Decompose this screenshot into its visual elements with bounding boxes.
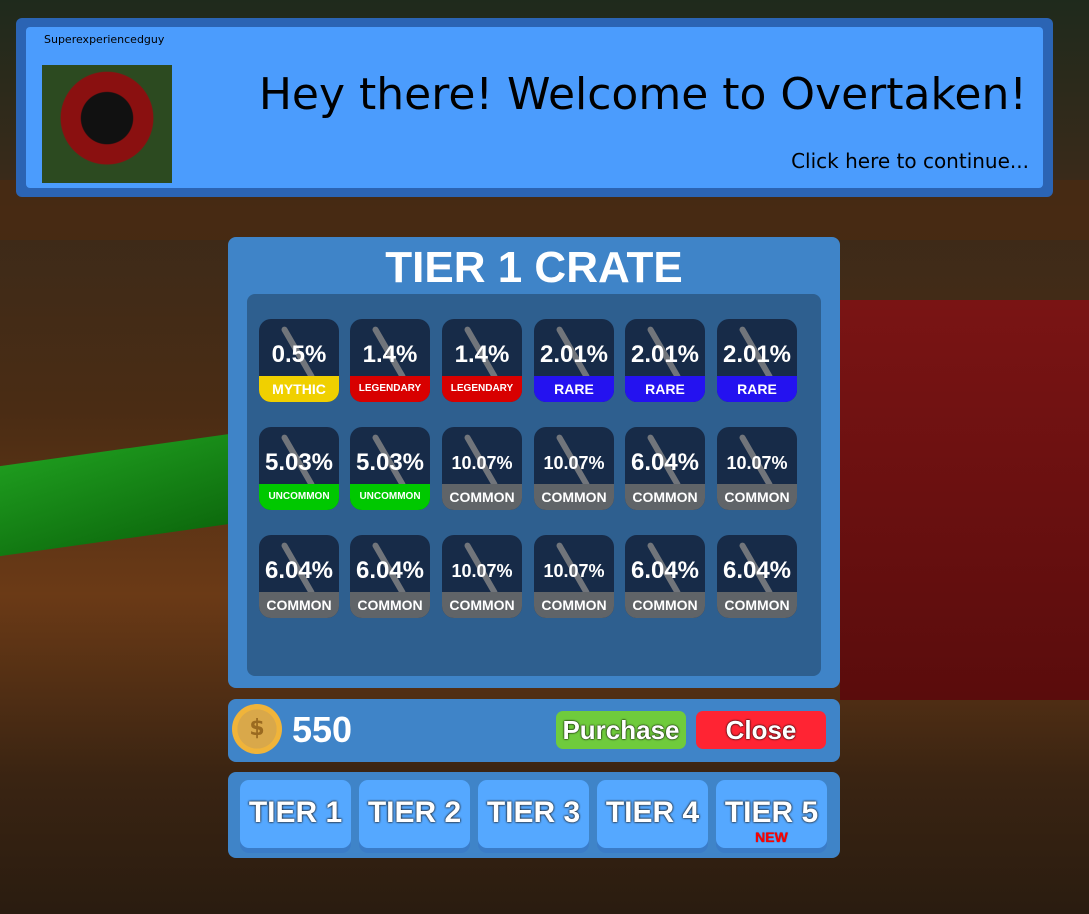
rarity-label: UNCOMMON [350, 484, 430, 510]
tier-tab-1[interactable]: TIER 1 [240, 780, 351, 848]
tier-tabs: TIER 1 TIER 2 TIER 3 TIER 4 TIER 5 NEW [228, 772, 840, 858]
rarity-label: LEGENDARY [350, 376, 430, 402]
crate-item-card: 6.04% COMMON [625, 427, 705, 510]
drop-chance: 1.4% [362, 341, 418, 368]
rarity-label: LEGENDARY [442, 376, 522, 402]
tier-label: TIER 1 [248, 796, 343, 829]
crate-item-card: 5.03% UNCOMMON [350, 427, 430, 510]
drop-chance: 10.07% [543, 561, 605, 581]
avatar [42, 65, 172, 183]
drop-chance: 5.03% [264, 449, 334, 476]
rarity-label: RARE [717, 376, 797, 402]
crate-item-card: 6.04% COMMON [717, 535, 797, 618]
rarity-label: MYTHIC [259, 376, 339, 402]
crate-item-card: 6.04% COMMON [259, 535, 339, 618]
rarity-label: COMMON [717, 484, 797, 510]
new-badge: NEW [755, 829, 788, 845]
drop-chance: 2.01% [630, 341, 700, 368]
crate-item-card: 6.04% COMMON [350, 535, 430, 618]
tier-label: TIER 4 [605, 796, 700, 829]
crate-item-card: 1.4% LEGENDARY [350, 319, 430, 402]
continue-link[interactable]: Click here to continue... [791, 149, 1029, 173]
rarity-label: COMMON [534, 592, 614, 618]
rarity-label: COMMON [625, 592, 705, 618]
crate-items-grid: 0.5% MYTHIC 1.4% LEGENDARY 1.4% LEGENDARY 2.01… [247, 294, 821, 676]
crate-item-card: 6.04% COMMON [625, 535, 705, 618]
drop-chance: 2.01% [539, 341, 609, 368]
coin-icon: $ [232, 704, 282, 754]
rarity-label: COMMON [442, 592, 522, 618]
crate-item-card: 2.01% RARE [534, 319, 614, 402]
drop-chance: 1.4% [454, 341, 510, 368]
crate-item-card: 2.01% RARE [625, 319, 705, 402]
crate-panel: TIER 1 CRATE 0.5% MYTHIC 1.4% LEGENDARY 1.4%… [228, 237, 840, 688]
rarity-label: COMMON [534, 484, 614, 510]
tier-label: TIER 5 [724, 796, 819, 829]
drop-chance: 6.04% [355, 557, 425, 584]
coin-balance: 550 [292, 709, 353, 750]
rarity-label: COMMON [259, 592, 339, 618]
drop-chance: 0.5% [271, 341, 327, 368]
purchase-bar: $ 550 Purchase Close [228, 699, 840, 762]
drop-chance: 6.04% [722, 557, 792, 584]
crate-item-card: 5.03% UNCOMMON [259, 427, 339, 510]
tier-label: TIER 3 [486, 796, 581, 829]
drop-chance: 6.04% [630, 449, 700, 476]
tier-tab-4[interactable]: TIER 4 [597, 780, 708, 848]
rarity-label: COMMON [625, 484, 705, 510]
drop-chance: 6.04% [630, 557, 700, 584]
rarity-label: RARE [625, 376, 705, 402]
drop-chance: 10.07% [451, 561, 513, 581]
rarity-label: COMMON [442, 484, 522, 510]
dialog-banner[interactable]: Superexperiencedguy Hey there! Welcome t… [16, 18, 1053, 197]
rarity-label: COMMON [350, 592, 430, 618]
crate-item-card: 0.5% MYTHIC [259, 319, 339, 402]
rarity-label: RARE [534, 376, 614, 402]
crate-item-card: 10.07% COMMON [442, 427, 522, 510]
dialog-message: Hey there! Welcome to Overtaken! [258, 69, 1027, 120]
tier-tab-2[interactable]: TIER 2 [359, 780, 470, 848]
background-grass [0, 433, 230, 557]
dialog-body[interactable]: Superexperiencedguy Hey there! Welcome t… [26, 27, 1043, 188]
purchase-button[interactable]: Purchase [556, 711, 686, 749]
drop-chance: 2.01% [722, 341, 792, 368]
tier-tab-5[interactable]: TIER 5 NEW [716, 780, 827, 848]
speaker-name: Superexperiencedguy [44, 33, 165, 46]
drop-chance: 10.07% [451, 453, 513, 473]
background-carpet [840, 300, 1089, 700]
crate-item-card: 10.07% COMMON [534, 535, 614, 618]
drop-chance: 6.04% [264, 557, 334, 584]
drop-chance: 10.07% [726, 453, 788, 473]
crate-item-card: 1.4% LEGENDARY [442, 319, 522, 402]
drop-chance: 10.07% [543, 453, 605, 473]
drop-chance: 5.03% [355, 449, 425, 476]
crate-item-card: 10.07% COMMON [442, 535, 522, 618]
close-button[interactable]: Close [696, 711, 826, 749]
crate-title: TIER 1 CRATE [385, 243, 683, 292]
rarity-label: UNCOMMON [259, 484, 339, 510]
crate-item-card: 2.01% RARE [717, 319, 797, 402]
crate-item-card: 10.07% COMMON [534, 427, 614, 510]
crate-item-card: 10.07% COMMON [717, 427, 797, 510]
tier-label: TIER 2 [367, 796, 462, 829]
tier-tab-3[interactable]: TIER 3 [478, 780, 589, 848]
rarity-label: COMMON [717, 592, 797, 618]
